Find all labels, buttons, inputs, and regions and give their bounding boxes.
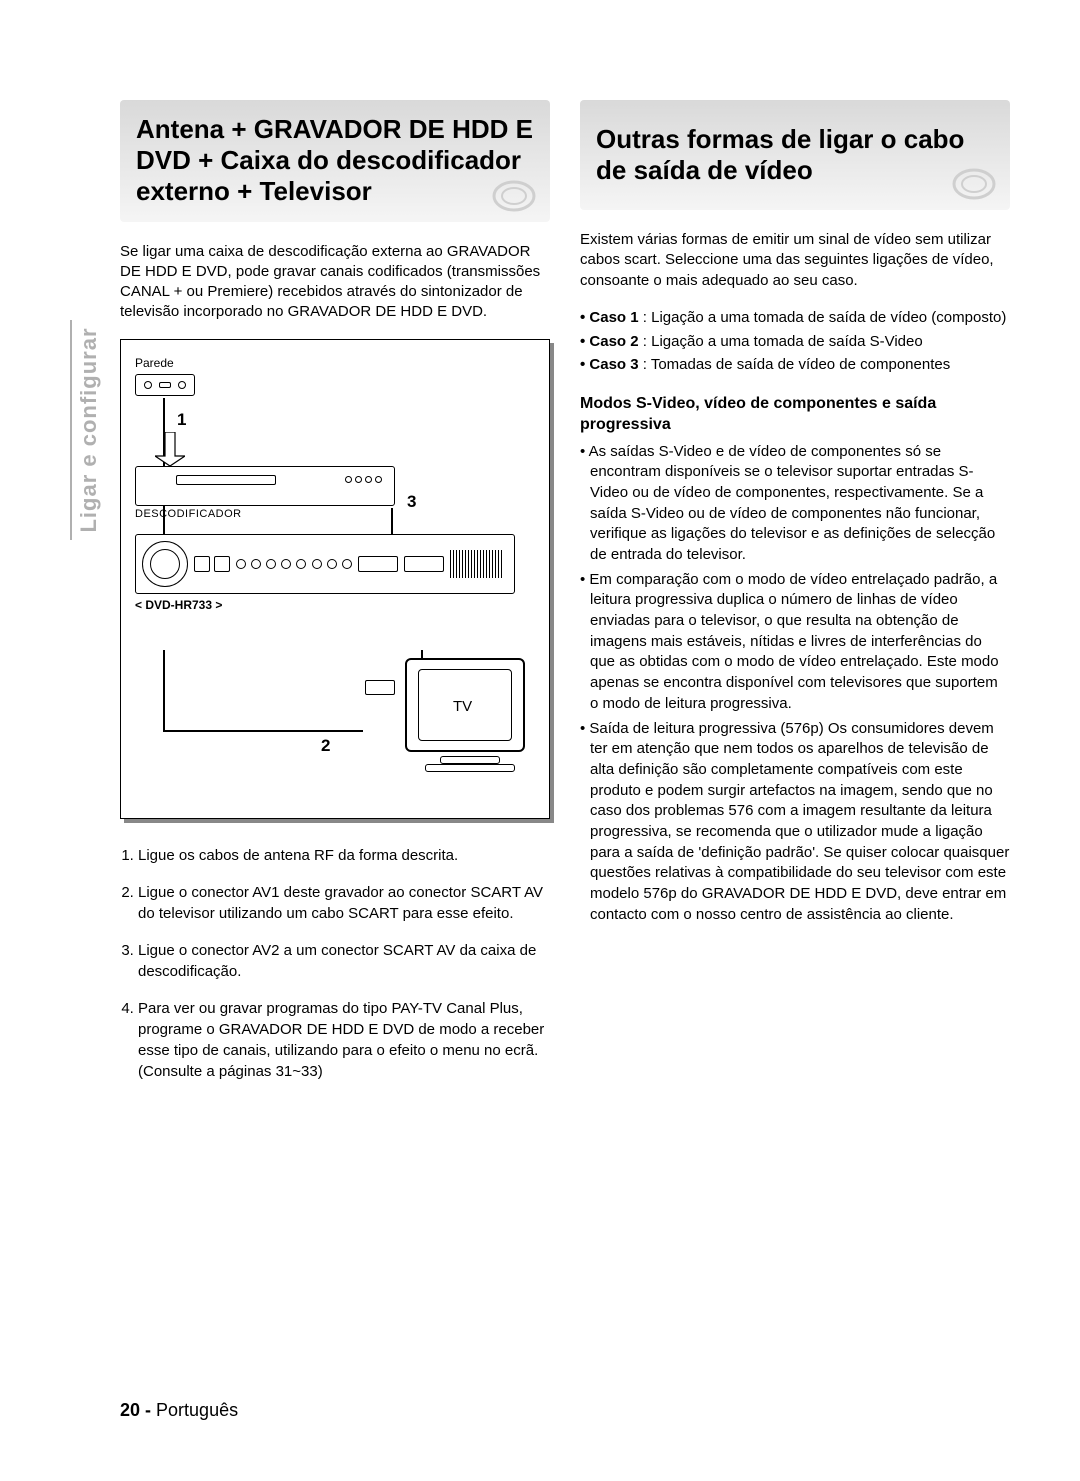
- wall-socket-icon: [135, 374, 195, 396]
- bullet-item: • As saídas S-Video e de vídeo de compon…: [580, 442, 1010, 566]
- step-item: Ligue o conector AV2 a um conector SCART…: [138, 940, 550, 982]
- page-footer: 20 - Português: [120, 1400, 238, 1421]
- left-title-text: Antena + GRAVADOR DE HDD E DVD + Caixa d…: [136, 114, 534, 208]
- cases-list: • Caso 1 : Ligação a uma tomada de saída…: [580, 307, 1010, 376]
- scart-connector-icon: [365, 680, 395, 695]
- diagram-wall-label: Parede: [135, 356, 535, 370]
- content-columns: Antena + GRAVADOR DE HDD E DVD + Caixa d…: [120, 100, 1010, 1098]
- recorder-label: < DVD-HR733 >: [135, 598, 535, 612]
- left-column: Antena + GRAVADOR DE HDD E DVD + Caixa d…: [120, 100, 550, 1098]
- decorative-ring-icon: [478, 172, 538, 214]
- tv-icon: TV: [405, 658, 535, 778]
- bullet-item: • Saída de leitura progressiva (576p) Os…: [580, 719, 1010, 926]
- recorder-device-icon: [135, 534, 515, 594]
- diagram-badge-3: 3: [407, 492, 416, 512]
- modes-subheading: Modos S-Video, vídeo de componentes e sa…: [580, 394, 1010, 436]
- diagram-badge-1: 1: [177, 410, 186, 430]
- step-item: Ligue o conector AV1 deste gravador ao c…: [138, 882, 550, 924]
- right-title-box: Outras formas de ligar o cabo de saída d…: [580, 100, 1010, 210]
- side-tab-label: Ligar e configurar: [70, 320, 102, 540]
- modes-bullets: • As saídas S-Video e de vídeo de compon…: [580, 442, 1010, 926]
- tv-label: TV: [453, 698, 472, 715]
- left-intro-text: Se ligar uma caixa de descodificação ext…: [120, 242, 550, 323]
- right-column: Outras formas de ligar o cabo de saída d…: [580, 100, 1010, 1098]
- step-item: Para ver ou gravar programas do tipo PAY…: [138, 998, 550, 1082]
- case-item: • Caso 1 : Ligação a uma tomada de saída…: [580, 307, 1010, 329]
- right-intro-text: Existem várias formas de emitir um sinal…: [580, 230, 1010, 291]
- page-number: 20 -: [120, 1400, 151, 1420]
- antenna-arrow-icon: [155, 432, 185, 466]
- right-title-text: Outras formas de ligar o cabo de saída d…: [596, 124, 994, 186]
- decoder-device-icon: [135, 466, 395, 506]
- left-title-box: Antena + GRAVADOR DE HDD E DVD + Caixa d…: [120, 100, 550, 222]
- page: Ligar e configurar Antena + GRAVADOR DE …: [0, 0, 1080, 1481]
- page-language: Português: [151, 1400, 238, 1420]
- connection-diagram: Parede 1 DESCODIFICADOR 3: [120, 339, 550, 819]
- decoder-label: DESCODIFICADOR: [135, 508, 535, 520]
- step-item: Ligue os cabos de antena RF da forma des…: [138, 845, 550, 866]
- case-item: • Caso 3 : Tomadas de saída de vídeo de …: [580, 354, 1010, 376]
- decorative-ring-icon: [938, 160, 998, 202]
- bullet-item: • Em comparação com o modo de vídeo entr…: [580, 570, 1010, 715]
- case-item: • Caso 2 : Ligação a uma tomada de saída…: [580, 331, 1010, 353]
- left-steps-list: Ligue os cabos de antena RF da forma des…: [120, 845, 550, 1082]
